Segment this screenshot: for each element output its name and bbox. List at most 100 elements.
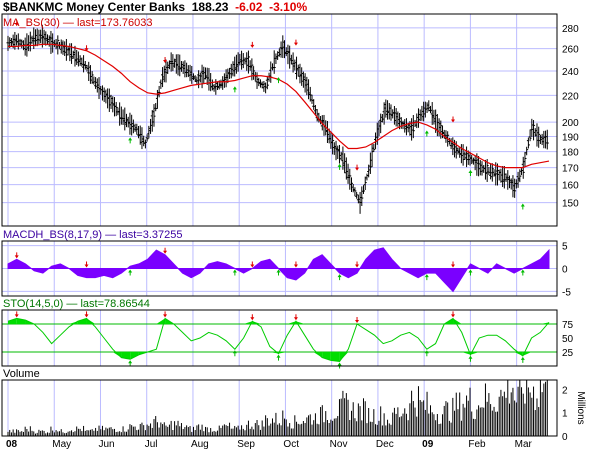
sell-arrow-icon bbox=[163, 56, 168, 63]
sto-extreme-fill bbox=[330, 352, 340, 362]
buy-arrow-icon bbox=[468, 269, 473, 276]
buy-arrow-icon bbox=[424, 130, 429, 137]
macd-histogram-area bbox=[7, 247, 550, 293]
grid-lines bbox=[2, 14, 557, 436]
sto-extreme-fill bbox=[339, 352, 349, 362]
sto-dash-icon: — bbox=[66, 298, 78, 310]
sell-arrow-icon bbox=[293, 39, 298, 46]
buy-arrow-icon bbox=[424, 274, 429, 281]
sell-arrow-icon bbox=[14, 20, 19, 27]
volume-label: Volume bbox=[3, 368, 40, 380]
macd-last: last=3.37255 bbox=[119, 229, 183, 241]
volume-unit-label: Millions bbox=[575, 391, 586, 424]
panel-frame bbox=[1, 13, 558, 227]
indicator-fills bbox=[7, 247, 550, 362]
x-tick-label: Sep bbox=[237, 439, 255, 450]
sto-line bbox=[7, 317, 550, 363]
x-tick-label: Mar bbox=[515, 439, 533, 450]
sto-tick-label: 50 bbox=[562, 334, 574, 345]
sto-extreme-fill bbox=[112, 352, 122, 358]
buy-arrow-icon bbox=[128, 360, 133, 367]
sell-arrow-icon bbox=[84, 261, 89, 268]
buy-arrow-icon bbox=[337, 274, 342, 281]
price-tick-label: 150 bbox=[562, 199, 579, 210]
price-tick-label: 170 bbox=[562, 164, 579, 175]
sell-arrow-icon bbox=[451, 261, 456, 268]
sell-arrow-icon bbox=[163, 311, 168, 318]
panel-frame bbox=[1, 240, 558, 297]
sto-extreme-fill bbox=[121, 352, 131, 360]
sto-extreme-fill bbox=[69, 321, 78, 324]
sto-extreme-fill bbox=[77, 318, 87, 324]
buy-arrow-icon bbox=[276, 77, 281, 84]
buy-arrow-icon bbox=[424, 350, 429, 357]
price-tick-label: 180 bbox=[562, 148, 579, 159]
price-tick-label: 260 bbox=[562, 45, 579, 56]
macd-dash-icon: — bbox=[105, 229, 117, 241]
ma-label: MA_BS(30) — last=173.76033 bbox=[3, 17, 153, 29]
sto-extreme-fill bbox=[461, 352, 471, 355]
ma-name: MA_BS(30) bbox=[3, 17, 60, 29]
sto-tick-label: 75 bbox=[562, 320, 574, 331]
price-tick-label: 280 bbox=[562, 24, 579, 35]
buy-arrow-icon bbox=[276, 269, 281, 276]
price-tick-label: 190 bbox=[562, 132, 579, 143]
sto-extreme-fill bbox=[278, 352, 288, 354]
price-tick-label: 200 bbox=[562, 118, 579, 129]
buy-arrow-icon bbox=[468, 170, 473, 177]
last-price: 188.23 bbox=[191, 0, 229, 14]
x-tick-label: May bbox=[52, 439, 71, 450]
sell-arrow-icon bbox=[84, 311, 89, 318]
x-tick-label: 09 bbox=[422, 439, 434, 450]
sell-arrow-icon bbox=[250, 41, 255, 48]
sto-tick-label: 25 bbox=[562, 348, 574, 359]
volume-tick-label: 2 bbox=[562, 385, 568, 396]
sto-extreme-fill bbox=[295, 321, 305, 324]
x-tick-label: Oct bbox=[283, 439, 299, 450]
macd-tick-label: -5 bbox=[562, 287, 571, 298]
x-tick-label: Jun bbox=[98, 439, 114, 450]
sto-extreme-fill bbox=[540, 322, 549, 324]
sto-extreme-fill bbox=[470, 352, 480, 355]
buy-arrow-icon bbox=[520, 356, 525, 363]
sto-label: STO(14,5,0) — last=78.86544 bbox=[3, 298, 150, 310]
panel-frame bbox=[1, 309, 558, 367]
price-tick-label: 240 bbox=[562, 67, 579, 78]
sell-arrow-icon bbox=[14, 311, 19, 318]
sell-arrow-icon bbox=[84, 45, 89, 52]
ma-last: last=173.76033 bbox=[76, 17, 153, 29]
sell-arrow-icon bbox=[451, 116, 456, 123]
sell-arrow-icon bbox=[250, 314, 255, 321]
sell-arrow-icon bbox=[14, 252, 19, 259]
sto-extreme-fill bbox=[313, 352, 323, 358]
x-tick-label: Feb bbox=[468, 439, 486, 450]
volume-tick-label: 1 bbox=[562, 409, 568, 420]
symbol: $BANKMC bbox=[3, 0, 63, 14]
price-change: -6.02 bbox=[235, 0, 263, 14]
signal-arrows bbox=[14, 20, 525, 369]
x-tick-label: Aug bbox=[191, 439, 209, 450]
sto-last: last=78.86544 bbox=[80, 298, 150, 310]
panel-frames bbox=[1, 13, 558, 437]
sto-extreme-fill bbox=[252, 321, 262, 324]
ma-dash-icon: — bbox=[62, 17, 74, 29]
sto-extreme-fill bbox=[287, 321, 296, 324]
price-tick-label: 160 bbox=[562, 181, 579, 192]
buy-arrow-icon bbox=[276, 354, 281, 361]
buy-arrow-icon bbox=[468, 355, 473, 362]
price-change-pct: -3.10% bbox=[269, 0, 308, 14]
sto-name: STO(14,5,0) bbox=[3, 298, 64, 310]
volume-tick-label: 0 bbox=[562, 432, 568, 443]
sell-arrow-icon bbox=[355, 317, 360, 323]
sto-extreme-fill bbox=[514, 352, 523, 356]
sto-extreme-fill bbox=[156, 318, 166, 324]
macd-tick-label: 5 bbox=[562, 242, 568, 253]
axis-labels: 15016017018019020022024026028050-5755025… bbox=[6, 24, 586, 450]
macd-name: MACDH_BS(8,17,9) bbox=[3, 229, 103, 241]
sto-extreme-fill bbox=[86, 318, 96, 324]
panel-frame bbox=[1, 379, 558, 437]
sell-arrow-icon bbox=[250, 261, 255, 268]
macd-tick-label: 0 bbox=[562, 265, 568, 276]
sell-arrow-icon bbox=[451, 311, 456, 318]
